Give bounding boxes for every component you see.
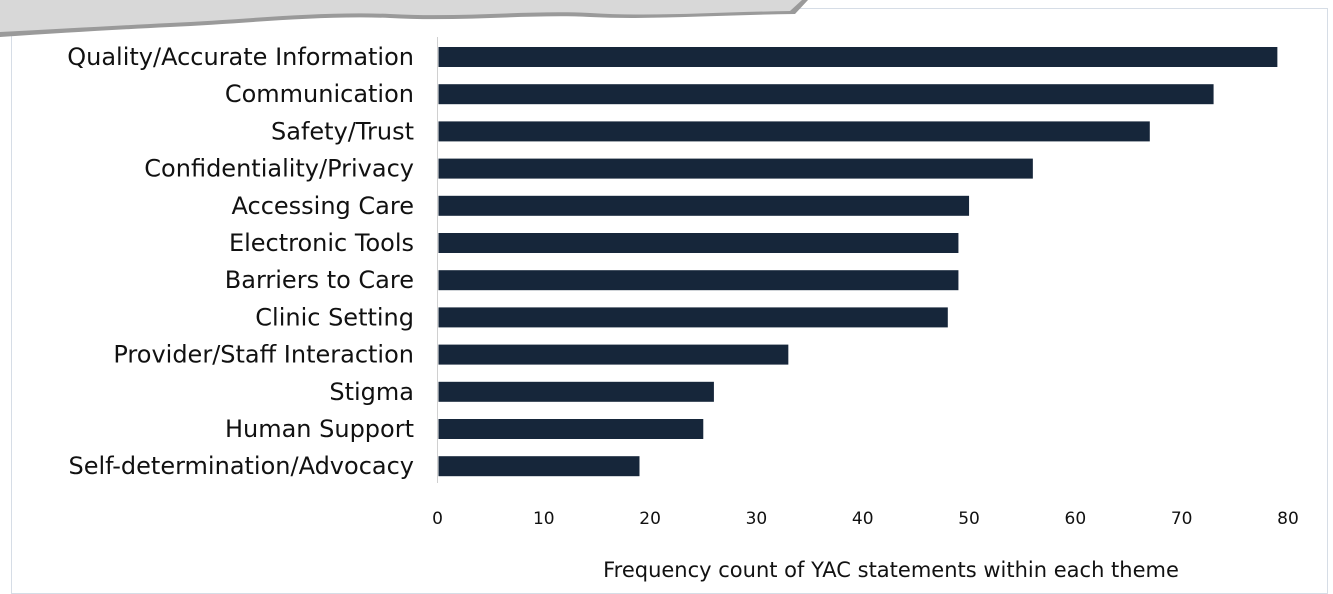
category-label: Provider/Staff Interaction [113,341,414,369]
x-tick-label: 70 [1171,509,1193,529]
x-tick-label: 50 [958,509,980,529]
bar [438,158,1033,179]
x-axis-title: Frequency count of YAC statements within… [603,558,1179,582]
bar [438,344,789,365]
category-label: Clinic Setting [255,303,414,331]
torn-paper [0,0,802,32]
x-tick-label: 10 [533,509,555,529]
plot-area: Quality/Accurate Information Communicatio… [67,37,1299,529]
bar [438,270,959,291]
category-label: Safety/Trust [271,117,414,145]
bar [438,121,1150,142]
category-label: Electronic Tools [229,229,414,257]
x-tick-label: 80 [1277,509,1299,529]
x-tick-label: 0 [432,509,443,529]
bar [438,195,970,216]
bar [438,233,959,253]
category-label: Stigma [329,378,414,406]
category-label: Barriers to Care [225,266,414,294]
category-label: Accessing Care [232,192,414,220]
category-label: Human Support [225,415,414,443]
x-tick-label: 40 [852,509,874,529]
bar [438,84,1214,105]
x-tick-label: 60 [1065,509,1087,529]
bar [438,456,640,477]
category-label: Communication [225,80,414,108]
category-label: Self-determination/Advocacy [68,452,414,480]
x-tick-label: 20 [639,509,661,529]
category-label: Confidentiality/Privacy [144,155,414,183]
x-tick-label: 30 [746,509,768,529]
bar [438,419,704,439]
category-label: Quality/Accurate Information [67,43,414,71]
bar [438,47,1278,67]
bar [438,307,948,328]
bar [438,381,714,402]
